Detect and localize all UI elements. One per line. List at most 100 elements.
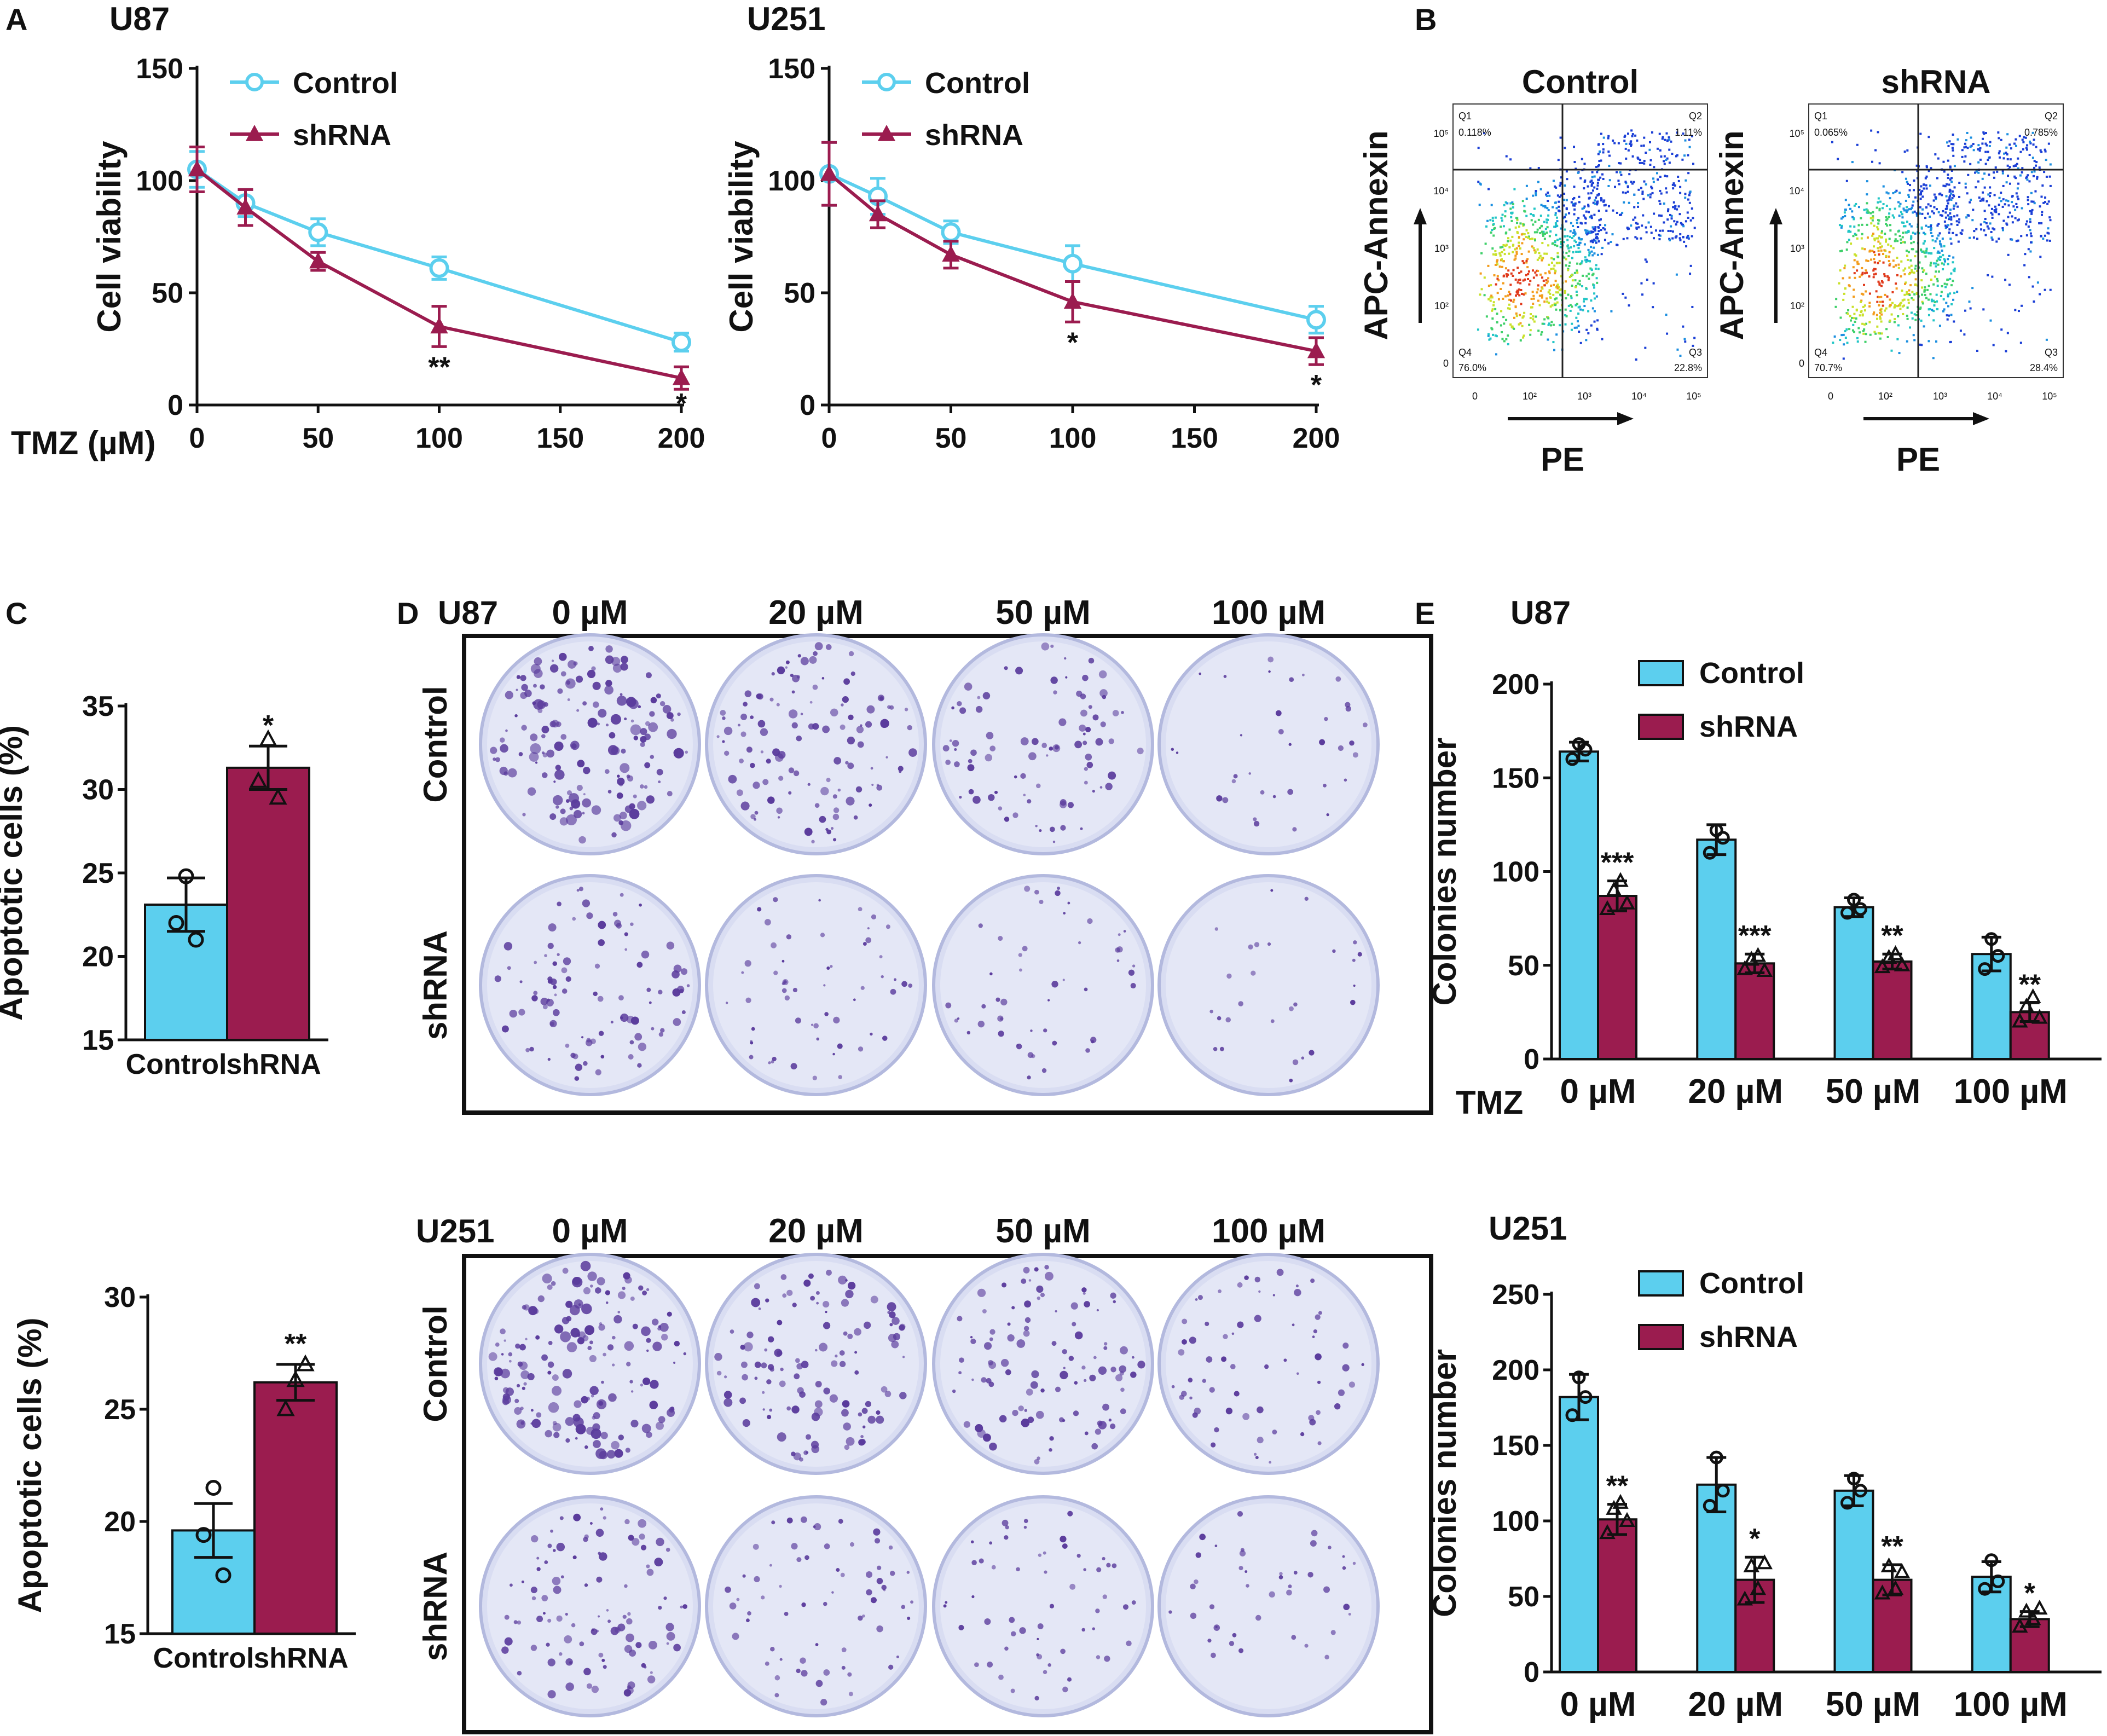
flow-event	[1936, 224, 1939, 227]
colony	[1268, 670, 1271, 673]
flow-event	[1590, 217, 1593, 219]
colony	[865, 937, 872, 944]
colony	[742, 1419, 750, 1427]
flow-event	[1964, 146, 1967, 148]
colony	[1093, 1356, 1097, 1359]
flow-event	[1555, 286, 1558, 288]
colony	[658, 989, 663, 994]
colony	[888, 1333, 897, 1342]
flow-event	[1676, 221, 1678, 223]
colony	[560, 734, 567, 740]
flow-event	[1618, 213, 1621, 216]
flow-event	[1585, 287, 1588, 290]
flow-event	[1860, 310, 1863, 313]
flow-event	[1676, 348, 1679, 351]
flow-event	[1653, 212, 1656, 215]
colony	[907, 725, 912, 731]
flow-event	[1953, 215, 1956, 218]
flow-event	[1958, 221, 1960, 224]
flow-event	[1639, 161, 1641, 164]
flow-event	[1531, 291, 1534, 293]
flow-event	[1596, 181, 1599, 184]
flow-event	[1647, 194, 1649, 196]
flow-event	[1503, 322, 1506, 325]
colony	[542, 772, 548, 778]
colony	[908, 983, 913, 988]
flow-event	[1541, 276, 1544, 279]
colony	[784, 1611, 789, 1616]
flow-event	[1578, 237, 1581, 240]
flow-event	[1942, 298, 1945, 300]
flow-event	[2028, 180, 2031, 183]
flow-event	[1594, 202, 1596, 205]
flow-x-arrowhead	[1617, 412, 1634, 425]
flow-event	[1487, 285, 1490, 287]
flow-event	[1577, 325, 1580, 327]
flow-event	[1857, 229, 1860, 232]
flow-event	[2006, 133, 2009, 136]
flow-event	[1544, 272, 1547, 275]
flow-event	[1882, 261, 1885, 264]
colony	[586, 1426, 595, 1435]
flow-event	[1599, 218, 1602, 221]
flow-event	[1845, 328, 1848, 331]
colony	[901, 981, 907, 987]
colony	[788, 791, 792, 795]
colony	[1044, 1265, 1049, 1270]
flow-event	[1950, 284, 1953, 287]
flow-event	[1505, 338, 1508, 340]
flow-event	[1921, 212, 1924, 215]
flow-event	[1905, 231, 1908, 234]
colony	[1052, 1040, 1057, 1046]
colony	[810, 1295, 815, 1301]
flow-event	[1542, 280, 1545, 282]
colony	[854, 1351, 858, 1354]
flow-event	[1915, 212, 1918, 215]
flow-event	[1666, 332, 1669, 335]
flow-event	[1523, 238, 1525, 241]
colony	[957, 701, 962, 707]
colony	[888, 1545, 893, 1550]
y-tick-label: 15	[82, 1025, 114, 1056]
flow-event	[1925, 251, 1928, 254]
colony	[985, 754, 993, 762]
flow-event	[1595, 233, 1597, 236]
flow-event	[1554, 212, 1557, 215]
colony	[598, 921, 606, 929]
flow-event	[1630, 129, 1633, 132]
flow-event	[1607, 151, 1610, 153]
flow-event	[1513, 188, 1516, 190]
colony	[583, 1537, 588, 1542]
flow-event	[2029, 221, 2031, 223]
colony	[1049, 1448, 1052, 1452]
flow-event	[1500, 225, 1502, 228]
colony	[881, 1386, 888, 1393]
flow-event	[1509, 283, 1512, 286]
replicate-point	[259, 729, 277, 747]
colony	[1304, 896, 1309, 901]
flow-event	[1570, 295, 1572, 298]
flow-event	[2030, 211, 2033, 213]
flow-event	[1951, 190, 1954, 193]
colony	[542, 1004, 548, 1010]
significance-mark: *	[676, 388, 687, 420]
flow-event	[1574, 232, 1577, 235]
flow-event	[1565, 258, 1567, 261]
colony	[1315, 1353, 1322, 1361]
flow-event	[1494, 263, 1497, 266]
colony	[889, 1311, 896, 1318]
flow-event	[1864, 340, 1867, 343]
colony	[791, 690, 795, 694]
colony	[1223, 1334, 1228, 1339]
flow-event	[1529, 333, 1532, 336]
flow-event	[1893, 321, 1896, 323]
colony	[1097, 1420, 1103, 1426]
colony	[1199, 672, 1202, 675]
colony	[591, 1394, 594, 1398]
flow-event	[1508, 291, 1510, 293]
colony	[601, 1380, 604, 1384]
flow-event	[1951, 197, 1954, 200]
flow-event	[1952, 194, 1955, 196]
flow-event	[1964, 186, 1967, 189]
colony	[505, 729, 508, 732]
